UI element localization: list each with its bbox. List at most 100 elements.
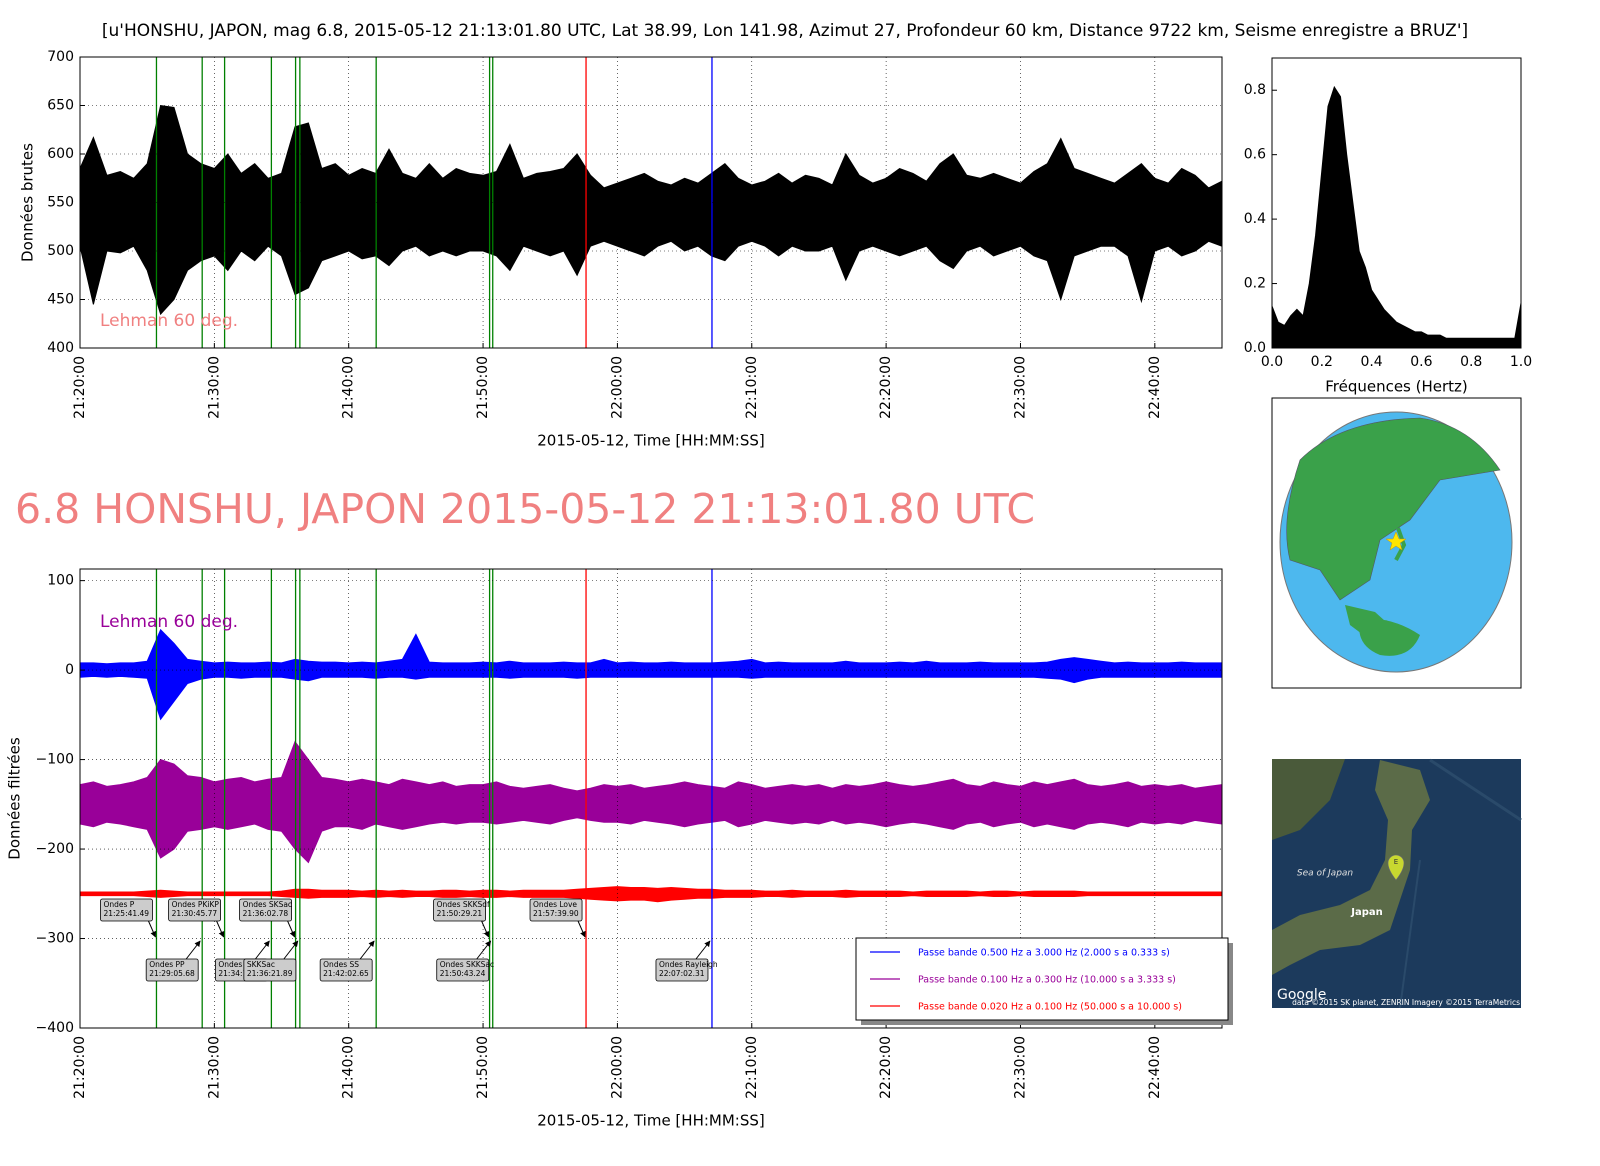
x-tick-label: 21:20:00 [72, 356, 88, 419]
y-tick-label: 700 [47, 49, 74, 65]
phase-time: 21:34:14.68 [218, 969, 264, 978]
x-tick-label: 0.4 [1360, 354, 1382, 370]
phase-name: Ondes Rayleigh [659, 960, 718, 969]
phase-name: Ondes PP [149, 960, 185, 969]
phase-arrow [254, 940, 270, 960]
x-tick-label: 22:30:00 [1012, 356, 1028, 419]
plot-area [80, 569, 1222, 1028]
phase-box [100, 898, 153, 922]
spectrum-area [1272, 85, 1521, 348]
plot-frame [79, 56, 1223, 349]
x-tick-label: 21:30:00 [206, 356, 222, 419]
x-tick-label: 21:50:00 [475, 1036, 491, 1099]
y-tick-label: 500 [47, 243, 74, 259]
plot-area [1272, 85, 1521, 348]
y-tick-label: −200 [36, 841, 74, 857]
x-tick-label: 22:10:00 [744, 1036, 760, 1099]
phase-box [145, 958, 199, 982]
y-tick-label: −100 [36, 752, 74, 768]
x-tick-label: 22:20:00 [878, 1036, 894, 1099]
trace-band [80, 740, 1222, 864]
x-tick-label: 22:40:00 [1147, 1036, 1163, 1099]
annotation: Lehman 60 deg. [100, 311, 238, 331]
phase-box [239, 898, 292, 922]
phase-arrow [148, 920, 157, 938]
phase-box [433, 898, 486, 922]
plot-frame [1271, 57, 1522, 349]
phase-box [529, 898, 583, 922]
x-axis-label: Fréquences (Hertz) [1325, 378, 1468, 396]
y-tick-label: 0.8 [1244, 82, 1266, 98]
y-axis-label: Données brutes [19, 143, 37, 262]
trace-band [80, 628, 1222, 721]
chart: 0.0 0.2 0.4 0.6 0.8 0.0 0.2 0.4 0.6 0.8 1.0 Fréquen… [1244, 57, 1532, 396]
x-tick-label: 0.6 [1410, 354, 1432, 370]
phase-name: SKKSac [247, 960, 275, 969]
y-tick-label: 400 [47, 340, 74, 356]
phase-arrow [695, 940, 711, 960]
y-tick-label: −400 [36, 1020, 74, 1036]
x-tick-label: 22:20:00 [878, 356, 894, 419]
y-tick-label: 0.0 [1244, 340, 1266, 356]
y-tick-label: 650 [47, 98, 74, 114]
page-title: [u'HONSHU, JAPON, mag 6.8, 2015-05-12 21… [102, 21, 1468, 41]
x-tick-label: 21:30:00 [206, 1036, 222, 1099]
y-tick-label: 0 [65, 662, 74, 678]
phase-time: 21:50:43.24 [440, 969, 486, 978]
phase-name: Ondes SKiKP [218, 960, 266, 969]
map-pin: E [1394, 858, 1398, 866]
satellite-map: Sea of Japan Japan E Google data ©2015 S… [1272, 758, 1522, 1009]
legend-label: Passe bande 0.100 Hz a 0.300 Hz (10.000 … [918, 975, 1176, 986]
y-tick-label: 0.4 [1244, 211, 1266, 227]
phase-arrow [476, 940, 492, 960]
x-axis-label: 2015-05-12, Time [HH:MM:SS] [537, 432, 764, 450]
phase-arrow [577, 920, 586, 938]
phase-name: Ondes SKKSdf [437, 900, 490, 909]
x-tick-label: 21:50:00 [475, 356, 491, 419]
phase-box [168, 898, 222, 922]
x-tick-label: 22:40:00 [1147, 356, 1163, 419]
phase-time: 21:36:02.78 [243, 909, 289, 918]
plot-area [80, 57, 1222, 348]
y-axis-label: Données filtrées [6, 737, 24, 860]
x-tick-label: 0.0 [1261, 354, 1283, 370]
x-tick-label: 22:00:00 [609, 1036, 625, 1099]
y-tick-label: 450 [47, 292, 74, 308]
phase-time: 21:36:21.89 [247, 969, 293, 978]
plot-frame [79, 568, 1223, 1029]
chart: 400 450 500 550 600 650 700 21:20:00 21:30:00 21:… [19, 49, 1223, 450]
phase-arrow [287, 920, 296, 938]
phase-time: 21:29:05.68 [149, 969, 195, 978]
y-tick-label: 100 [47, 573, 74, 589]
map-logo: Google [1277, 987, 1326, 1003]
phase-arrow [216, 920, 225, 938]
trace-band [80, 886, 1222, 903]
phase-arrow [481, 920, 490, 938]
trace-band [80, 104, 1222, 316]
phase-time: 22:07:02.31 [659, 969, 705, 978]
chart: −400 −300 −200 −100 0 100 21:20:00 21:30:00 21:4… [6, 568, 1233, 1130]
headline: 6.8 HONSHU, JAPON 2015-05-12 21:13:01.80… [15, 485, 1035, 533]
x-tick-label: 1.0 [1510, 354, 1532, 370]
phase-time: 21:25:41.49 [103, 909, 149, 918]
phase-name: Ondes Love [533, 900, 577, 909]
legend-label: Passe bande 0.020 Hz a 0.100 Hz (50.000 … [918, 1002, 1182, 1013]
x-tick-label: 21:40:00 [341, 356, 357, 419]
y-tick-label: 0.6 [1244, 147, 1266, 163]
phase-arrow [359, 940, 375, 960]
phase-box [436, 958, 490, 982]
legend-box [855, 937, 1229, 1021]
phase-time: 21:30:45.77 [172, 909, 218, 918]
phase-time: 21:42:02.65 [323, 969, 369, 978]
x-tick-label: 21:40:00 [341, 1036, 357, 1099]
annotation: Lehman 60 deg. [100, 612, 238, 632]
phase-name: Ondes SS [323, 960, 359, 969]
x-tick-label: 0.8 [1460, 354, 1482, 370]
phase-box [243, 958, 297, 982]
x-tick-label: 21:20:00 [72, 1036, 88, 1099]
x-axis-label: 2015-05-12, Time [HH:MM:SS] [537, 1112, 764, 1130]
y-tick-label: −300 [36, 931, 74, 947]
x-tick-label: 22:30:00 [1012, 1036, 1028, 1099]
